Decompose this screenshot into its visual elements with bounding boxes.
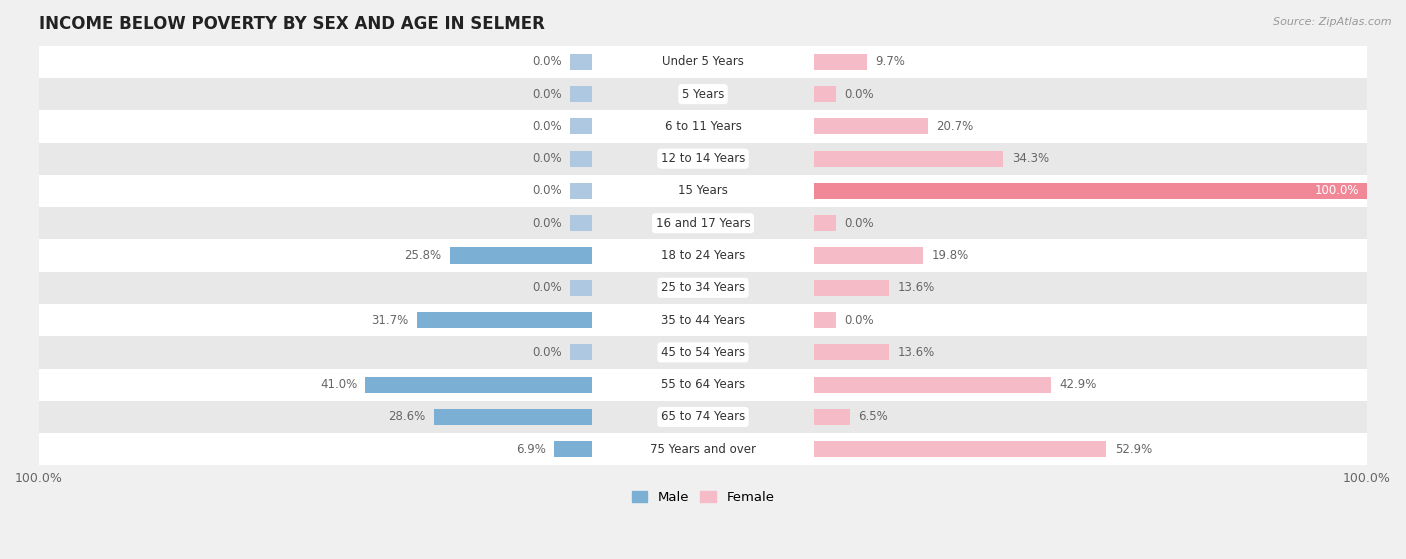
Text: 6.9%: 6.9% xyxy=(516,443,546,456)
Text: 5 Years: 5 Years xyxy=(682,88,724,101)
Text: 0.0%: 0.0% xyxy=(844,217,873,230)
Legend: Male, Female: Male, Female xyxy=(626,486,780,509)
Text: 16 and 17 Years: 16 and 17 Years xyxy=(655,217,751,230)
Bar xyxy=(39,272,1367,304)
Text: 52.9%: 52.9% xyxy=(1115,443,1152,456)
Bar xyxy=(814,441,1107,457)
Text: 41.0%: 41.0% xyxy=(321,378,357,391)
Text: 0.0%: 0.0% xyxy=(844,88,873,101)
Bar xyxy=(39,110,1367,143)
Bar xyxy=(814,183,1367,199)
Text: 100.0%: 100.0% xyxy=(1315,184,1358,197)
Text: 13.6%: 13.6% xyxy=(897,346,935,359)
Bar xyxy=(39,304,1367,337)
Bar xyxy=(814,312,835,328)
Text: 0.0%: 0.0% xyxy=(533,281,562,295)
Bar xyxy=(434,409,592,425)
Bar xyxy=(571,86,592,102)
Text: 31.7%: 31.7% xyxy=(371,314,409,326)
Text: 18 to 24 Years: 18 to 24 Years xyxy=(661,249,745,262)
Bar xyxy=(571,150,592,167)
Bar xyxy=(814,280,889,296)
Text: 0.0%: 0.0% xyxy=(533,120,562,133)
Bar xyxy=(571,344,592,361)
Text: 0.0%: 0.0% xyxy=(533,217,562,230)
Text: Source: ZipAtlas.com: Source: ZipAtlas.com xyxy=(1274,17,1392,27)
Text: 19.8%: 19.8% xyxy=(932,249,969,262)
Bar xyxy=(366,377,592,393)
Text: 0.0%: 0.0% xyxy=(844,314,873,326)
Text: 42.9%: 42.9% xyxy=(1059,378,1097,391)
Text: 25.8%: 25.8% xyxy=(404,249,441,262)
Bar xyxy=(814,150,1004,167)
Bar xyxy=(814,248,924,264)
Bar xyxy=(39,239,1367,272)
Text: 55 to 64 Years: 55 to 64 Years xyxy=(661,378,745,391)
Bar xyxy=(814,409,849,425)
Bar xyxy=(39,46,1367,78)
Bar xyxy=(571,119,592,135)
Text: 0.0%: 0.0% xyxy=(533,152,562,165)
Bar xyxy=(571,280,592,296)
Text: 6.5%: 6.5% xyxy=(858,410,887,424)
Text: 25 to 34 Years: 25 to 34 Years xyxy=(661,281,745,295)
Text: 13.6%: 13.6% xyxy=(897,281,935,295)
Bar xyxy=(39,207,1367,239)
Text: 20.7%: 20.7% xyxy=(936,120,974,133)
Text: 12 to 14 Years: 12 to 14 Years xyxy=(661,152,745,165)
Bar xyxy=(450,248,592,264)
Bar xyxy=(814,344,889,361)
Text: Under 5 Years: Under 5 Years xyxy=(662,55,744,68)
Text: 28.6%: 28.6% xyxy=(388,410,426,424)
Bar xyxy=(39,368,1367,401)
Text: 35 to 44 Years: 35 to 44 Years xyxy=(661,314,745,326)
Text: 0.0%: 0.0% xyxy=(533,55,562,68)
Text: 75 Years and over: 75 Years and over xyxy=(650,443,756,456)
Bar xyxy=(554,441,592,457)
Text: 6 to 11 Years: 6 to 11 Years xyxy=(665,120,741,133)
Bar xyxy=(39,433,1367,466)
Bar xyxy=(571,54,592,70)
Text: 0.0%: 0.0% xyxy=(533,88,562,101)
Bar xyxy=(814,377,1052,393)
Bar xyxy=(39,78,1367,110)
Bar xyxy=(814,215,835,231)
Bar xyxy=(418,312,592,328)
Text: 34.3%: 34.3% xyxy=(1012,152,1049,165)
Bar xyxy=(571,183,592,199)
Text: 0.0%: 0.0% xyxy=(533,346,562,359)
Text: 0.0%: 0.0% xyxy=(533,184,562,197)
Bar xyxy=(814,119,928,135)
Bar xyxy=(39,401,1367,433)
Text: 65 to 74 Years: 65 to 74 Years xyxy=(661,410,745,424)
Bar xyxy=(814,86,835,102)
Text: 9.7%: 9.7% xyxy=(876,55,905,68)
Bar xyxy=(39,337,1367,368)
Bar xyxy=(571,215,592,231)
Bar xyxy=(39,175,1367,207)
Bar xyxy=(814,54,868,70)
Text: INCOME BELOW POVERTY BY SEX AND AGE IN SELMER: INCOME BELOW POVERTY BY SEX AND AGE IN S… xyxy=(39,15,544,33)
Bar xyxy=(39,143,1367,175)
Text: 45 to 54 Years: 45 to 54 Years xyxy=(661,346,745,359)
Text: 15 Years: 15 Years xyxy=(678,184,728,197)
